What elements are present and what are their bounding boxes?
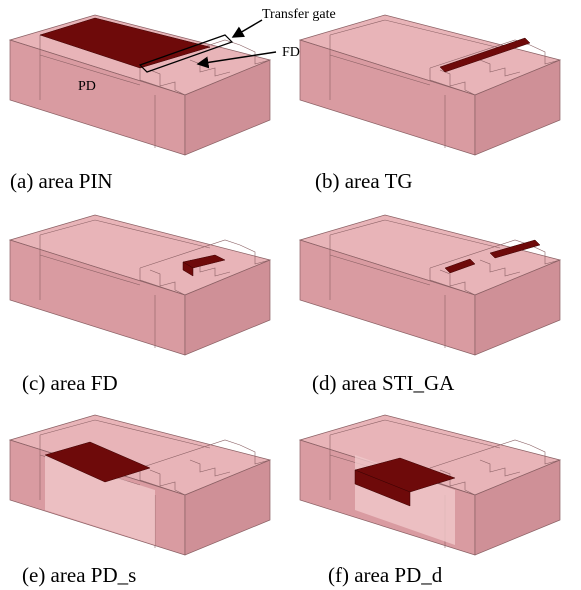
panel-e: (e) area PD_s — [10, 415, 270, 587]
label: Transfer gate — [262, 7, 336, 22]
label: FD — [282, 45, 300, 60]
device-block — [300, 15, 560, 155]
caption: (d) area STI_GA — [312, 371, 455, 395]
device-block — [300, 215, 560, 355]
device-block — [10, 215, 270, 355]
arrow — [233, 20, 262, 37]
caption: (c) area FD — [22, 371, 118, 395]
panel-f: (f) area PD_d — [300, 415, 560, 587]
caption: (f) area PD_d — [328, 563, 443, 587]
caption: (a) area PIN — [10, 169, 113, 193]
panel-a: Transfer gate FD PD (a) area PIN — [10, 7, 336, 193]
label: PD — [78, 79, 96, 94]
panel-b: (b) area TG — [300, 15, 560, 193]
caption: (b) area TG — [315, 169, 413, 193]
panel-d: (d) area STI_GA — [300, 215, 560, 395]
panel-c: (c) area FD — [10, 215, 270, 395]
figure: Transfer gate FD PD (a) area PIN (b) are… — [0, 0, 581, 590]
caption: (e) area PD_s — [22, 563, 136, 587]
